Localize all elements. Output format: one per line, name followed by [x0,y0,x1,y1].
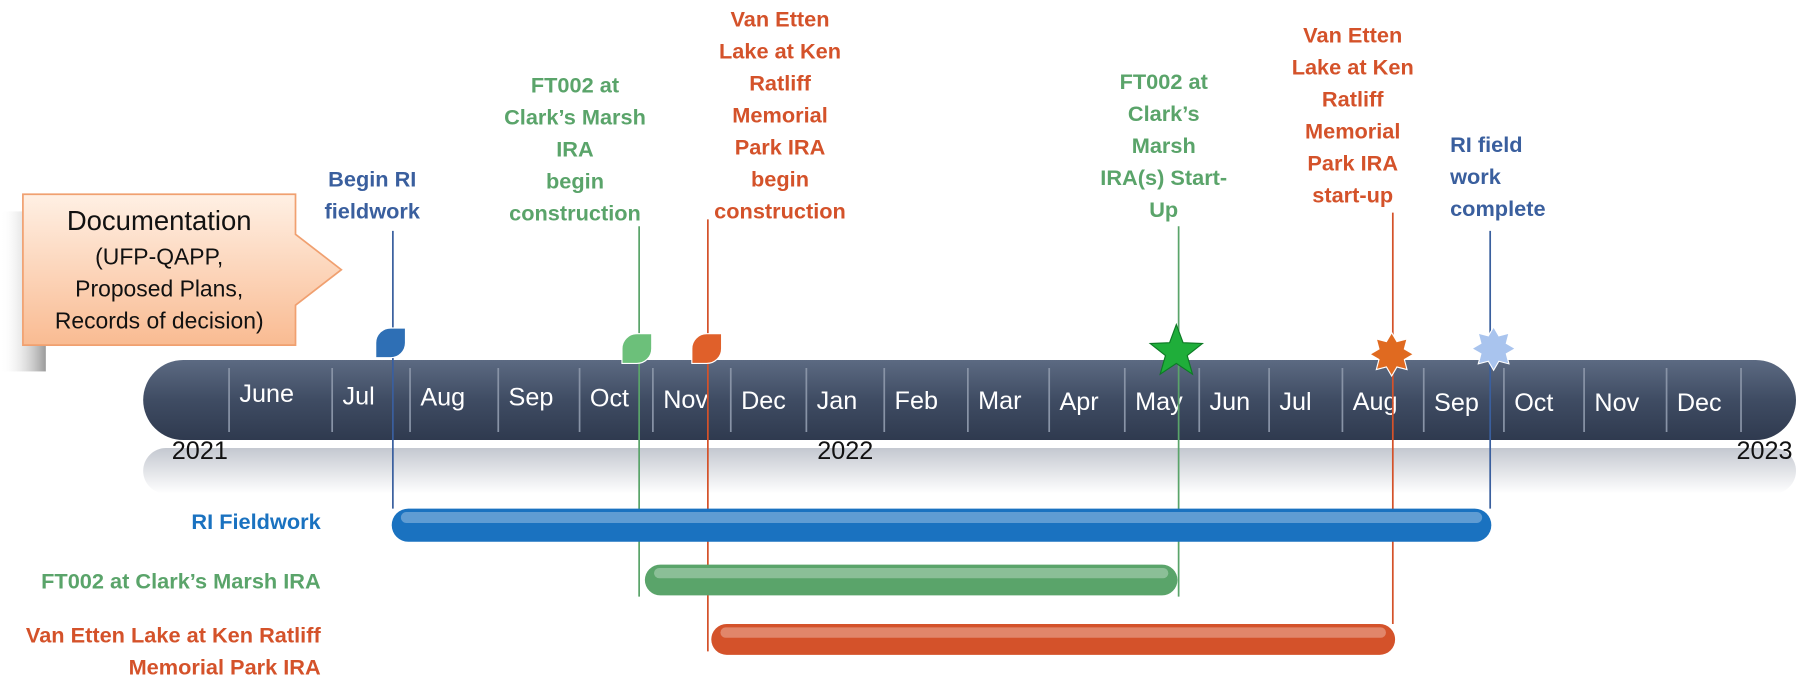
milestone-label: RI field [1450,132,1522,157]
month-label: June [239,380,294,408]
task-label: RI Fieldwork [191,509,321,534]
milestone-label: FT002 at [531,73,619,98]
task-bar [391,508,1492,542]
milestone-marker [1470,325,1517,372]
month-label: Jan [817,387,858,415]
month-label: Feb [895,387,938,415]
month-label: Jul [342,382,374,410]
month-label: Sep [509,384,554,412]
milestone-marker [691,333,723,364]
milestone-label: begin [546,169,604,194]
timeline-band [143,360,1796,440]
milestone-label: Park IRA [1307,150,1398,175]
month-label: Dec [741,387,786,415]
milestone-label: FT002 at [1120,69,1208,94]
doc-line: Proposed Plans, [75,275,243,301]
doc-line: Records of decision) [55,307,264,333]
month-label: Oct [590,385,629,413]
milestone-label: Ratliff [749,70,811,95]
task-bar [644,564,1178,596]
month-label: Aug [420,384,465,412]
milestone-label: Ratliff [1322,86,1384,111]
milestone-label: Memorial [1305,118,1400,143]
task-bar-highlight [720,627,1386,638]
milestone-label: Up [1149,197,1178,222]
month-label: Dec [1677,389,1722,417]
documentation-box [22,193,343,346]
month-label: May [1135,388,1183,416]
milestone-label: Van Etten [1303,22,1402,47]
milestone-marker [1148,322,1205,376]
milestone-label: Marsh [1132,133,1196,158]
milestone-label: Lake at Ken [1292,54,1414,79]
month-label: Nov [663,386,708,414]
year-label: 2022 [817,437,873,465]
task-label: Memorial Park IRA [129,654,321,679]
milestone-label: Park IRA [735,134,826,159]
milestone-label: Lake at Ken [719,38,841,63]
month-label: Aug [1353,388,1398,416]
month-label: Mar [978,387,1021,415]
year-label: 2023 [1737,437,1793,465]
month-label: Oct [1514,389,1553,417]
month-label: Apr [1060,388,1099,416]
milestone-label: Clark’s Marsh [504,105,646,130]
milestone-label: complete [1450,196,1545,221]
task-bar [711,624,1396,655]
month-label: Nov [1594,389,1639,417]
band-reflection [143,448,1796,494]
task-bar-highlight [400,512,1483,524]
milestone-label: IRA [556,137,594,162]
milestone-label: work [1449,164,1502,189]
doc-title: Documentation [67,205,252,236]
milestone-label: start-up [1312,182,1393,207]
doc-line: (UFP-QAPP, [95,243,223,269]
milestone-marker [1368,331,1415,378]
task-bar-highlight [654,568,1169,579]
milestone-label: Memorial [732,102,827,127]
milestone-label: IRA(s) Start- [1100,165,1227,190]
task-label: FT002 at Clark’s Marsh IRA [41,569,321,594]
month-label: Sep [1434,389,1479,417]
milestone-marker [375,327,407,359]
milestone-label: construction [509,201,641,226]
milestone-label: fieldwork [325,198,421,223]
year-label: 2021 [172,437,228,465]
task-label: Van Etten Lake at Ken Ratliff [26,622,322,647]
milestone-label: Van Etten [730,6,829,31]
milestone-label: Begin RI [328,166,416,191]
milestone-label: Clark’s [1128,101,1200,126]
month-label: Jul [1279,388,1311,416]
milestone-marker [621,333,653,364]
milestone-label: construction [714,198,846,223]
milestone-label: begin [751,166,809,191]
month-label: Jun [1210,388,1251,416]
